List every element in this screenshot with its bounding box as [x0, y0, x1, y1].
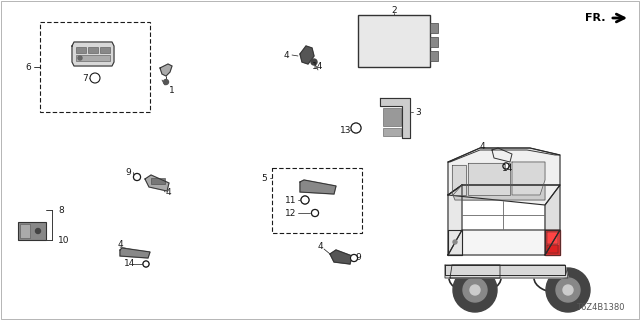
Bar [272, 168, 362, 233]
Circle shape [463, 278, 487, 302]
Circle shape [301, 196, 309, 204]
Bar [430, 37, 438, 47]
Circle shape [453, 240, 457, 244]
Circle shape [143, 261, 149, 267]
Polygon shape [448, 148, 560, 195]
Text: 4: 4 [165, 188, 171, 196]
Text: 10: 10 [58, 236, 70, 244]
Bar [88, 47, 98, 53]
Polygon shape [453, 185, 545, 200]
Polygon shape [380, 98, 410, 138]
Polygon shape [145, 175, 169, 191]
Circle shape [453, 268, 497, 312]
Polygon shape [512, 162, 545, 195]
Polygon shape [448, 185, 462, 255]
Circle shape [311, 59, 317, 65]
Polygon shape [452, 165, 466, 195]
Text: FR.: FR. [586, 13, 606, 23]
Polygon shape [72, 42, 114, 66]
Polygon shape [160, 64, 172, 76]
Circle shape [351, 254, 358, 261]
Polygon shape [547, 245, 558, 253]
Bar [383, 108, 401, 126]
Bar [358, 15, 430, 67]
Polygon shape [448, 230, 560, 255]
Bar [430, 23, 438, 33]
Bar [430, 51, 438, 61]
Bar [383, 128, 401, 136]
Circle shape [563, 285, 573, 295]
Circle shape [470, 285, 480, 295]
Polygon shape [448, 230, 462, 255]
Bar [20, 224, 30, 238]
Polygon shape [120, 248, 150, 258]
Text: 6: 6 [25, 62, 31, 71]
Text: 4: 4 [317, 242, 323, 251]
Bar [76, 47, 86, 53]
Circle shape [143, 261, 149, 267]
Circle shape [503, 163, 509, 169]
Circle shape [78, 56, 82, 60]
Circle shape [503, 163, 509, 169]
Circle shape [90, 73, 100, 83]
Polygon shape [492, 148, 512, 162]
Text: 9: 9 [125, 167, 131, 177]
Text: 14: 14 [502, 164, 514, 172]
Circle shape [351, 123, 361, 133]
Circle shape [556, 278, 580, 302]
Circle shape [35, 228, 40, 234]
Text: 2: 2 [391, 5, 397, 14]
Circle shape [312, 210, 319, 217]
Polygon shape [330, 250, 352, 264]
Circle shape [163, 79, 168, 84]
Polygon shape [445, 265, 565, 275]
Text: 11: 11 [285, 196, 297, 204]
Text: 12: 12 [285, 209, 297, 218]
Text: 4: 4 [479, 141, 485, 150]
Bar [100, 47, 110, 53]
Text: 5: 5 [261, 173, 267, 182]
Polygon shape [445, 265, 568, 278]
Bar [76, 55, 110, 61]
Bar [40, 22, 150, 112]
Polygon shape [300, 180, 336, 194]
Circle shape [301, 196, 309, 204]
Bar [151, 178, 165, 184]
Text: 3: 3 [415, 108, 421, 116]
Polygon shape [545, 230, 560, 255]
Polygon shape [545, 185, 560, 255]
Circle shape [351, 254, 358, 261]
Circle shape [351, 123, 361, 133]
Text: 4: 4 [117, 239, 123, 249]
Text: 14: 14 [312, 61, 324, 70]
Polygon shape [547, 232, 558, 244]
Text: T6Z4B1380: T6Z4B1380 [577, 303, 625, 312]
Polygon shape [450, 265, 500, 278]
Text: 1: 1 [169, 85, 175, 94]
Text: 8: 8 [58, 205, 64, 214]
Circle shape [134, 173, 141, 180]
Text: 9: 9 [355, 253, 361, 262]
Text: 14: 14 [124, 260, 136, 268]
Polygon shape [448, 185, 560, 205]
Circle shape [134, 173, 141, 180]
Circle shape [312, 210, 319, 217]
Text: 13: 13 [340, 125, 352, 134]
Bar [18, 222, 46, 240]
Circle shape [546, 268, 590, 312]
Text: 4: 4 [283, 51, 289, 60]
Polygon shape [300, 46, 314, 64]
Polygon shape [448, 148, 560, 162]
Text: 7: 7 [82, 74, 88, 83]
Polygon shape [468, 163, 510, 195]
